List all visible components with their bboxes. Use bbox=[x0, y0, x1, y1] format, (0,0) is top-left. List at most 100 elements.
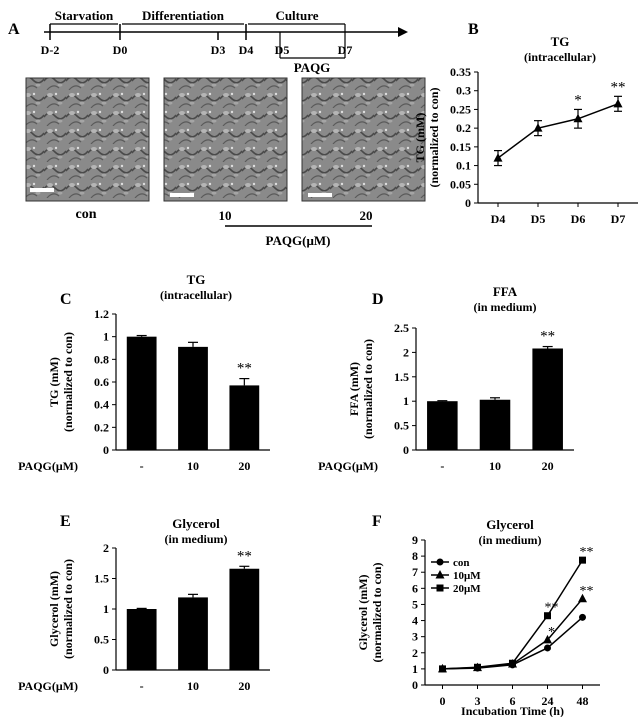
chart-f-legend-marker bbox=[435, 570, 445, 579]
chart-f-subtitle: (in medium) bbox=[479, 533, 542, 547]
chart-b-point bbox=[573, 113, 583, 123]
chart-f-y-tick-label: 0 bbox=[412, 678, 418, 692]
timeline-arrowhead bbox=[398, 27, 408, 37]
chart-f-y-tick-label: 2 bbox=[412, 646, 418, 660]
chart-b-y-tick-label: 0.2 bbox=[456, 121, 471, 135]
chart-f-y-tick-label: 1 bbox=[412, 662, 418, 676]
chart-f-x-tick-label: 48 bbox=[577, 694, 589, 708]
chart-e: Glycerol(in medium) 0 0.5 1 1.5 2 Glycerol (mM… bbox=[18, 516, 270, 693]
chart-f-x-label: Incubation Time (h) bbox=[461, 704, 564, 717]
chart-f-point bbox=[544, 612, 551, 620]
chart-f-y-tick-label: 5 bbox=[412, 597, 418, 611]
chart-f-point bbox=[474, 663, 481, 671]
chart-e-significance: ** bbox=[237, 548, 252, 564]
chart-f-y-tick-label: 8 bbox=[412, 549, 418, 563]
chart-d-bar bbox=[427, 401, 458, 450]
panel-letter-a: A bbox=[8, 21, 20, 38]
chart-f-significance: ** bbox=[580, 584, 594, 599]
chart-f-legend-label: 20μM bbox=[453, 583, 481, 595]
micrograph-paqg-10 bbox=[163, 77, 288, 202]
day-label-d4: D4 bbox=[239, 43, 254, 57]
chart-c-x-tick-label: - bbox=[140, 459, 144, 473]
chart-c-bar bbox=[229, 385, 260, 450]
chart-d-y-tick-label: 0.5 bbox=[394, 419, 409, 433]
chart-c-x-label: PAQG(μM) bbox=[18, 459, 78, 473]
chart-e-subtitle: (in medium) bbox=[165, 532, 228, 546]
phase-label-differentiation: Differentiation bbox=[142, 8, 225, 23]
chart-c-y-tick-label: 0 bbox=[103, 443, 109, 457]
chart-f-x-tick-label: 24 bbox=[542, 694, 554, 708]
panel-letter-f: F bbox=[372, 513, 382, 530]
chart-f-x-tick-label: 6 bbox=[510, 694, 516, 708]
chart-d-x-tick-label: 10 bbox=[489, 459, 501, 473]
chart-c-y-tick-label: 0.8 bbox=[94, 352, 109, 366]
chart-b-y-tick-label: 0 bbox=[465, 196, 471, 210]
chart-c-significance: ** bbox=[237, 361, 252, 377]
chart-d-x-tick-label: - bbox=[440, 459, 444, 473]
chart-e-y-tick-label: 1 bbox=[103, 602, 109, 616]
chart-c-y-tick-label: 1.2 bbox=[94, 307, 109, 321]
panel-letter-b: B bbox=[468, 21, 479, 38]
dose-label-low: 10 bbox=[219, 208, 232, 223]
dose-label-high: 20 bbox=[360, 208, 373, 223]
chart-b-subtitle: (intracellular) bbox=[524, 50, 596, 64]
chart-f-y-tick-label: 9 bbox=[412, 533, 418, 547]
chart-d-y-tick-label: 2.5 bbox=[394, 321, 409, 335]
chart-d-y-label-2: (normalized to con) bbox=[361, 339, 375, 439]
chart-f-significance: ** bbox=[545, 601, 559, 616]
chart-c: TG(intracellular) 0 0.2 0.4 0.6 0.8 1 1.2 TG (mM… bbox=[18, 272, 270, 473]
chart-e-bar bbox=[229, 568, 260, 670]
chart-b: TG(intracellular) 0 0.05 0.1 0.15 0.2 0.25 0.3 0… bbox=[413, 34, 638, 226]
chart-b-x-tick-label: D5 bbox=[531, 212, 546, 226]
chart-f-point bbox=[439, 665, 446, 673]
chart-d-subtitle: (in medium) bbox=[474, 300, 537, 314]
day-label-d0: D0 bbox=[113, 43, 128, 57]
chart-d-x-tick-label: 20 bbox=[542, 459, 554, 473]
chart-b-significance: * bbox=[574, 92, 582, 108]
chart-d-x-label: PAQG(μM) bbox=[318, 459, 378, 473]
chart-d-y-tick-label: 1.5 bbox=[394, 370, 409, 384]
chart-e-x-tick-label: - bbox=[140, 679, 144, 693]
chart-b-x-tick-label: D7 bbox=[611, 212, 626, 226]
dose-axis-label: PAQG(μM) bbox=[266, 233, 331, 248]
phase-label-culture: Culture bbox=[275, 8, 318, 23]
chart-d-y-tick-label: 2 bbox=[403, 345, 409, 359]
chart-e-y-tick-label: 0.5 bbox=[94, 633, 109, 647]
day-label-d5: D5 bbox=[275, 43, 290, 57]
chart-f-series-line-1 bbox=[442, 598, 584, 670]
chart-c-y-tick-label: 0.6 bbox=[94, 375, 109, 389]
chart-d-y-tick-label: 1 bbox=[403, 394, 409, 408]
chart-f: Glycerol(in medium) 0 1 2 3 4 5 6 7 8 9 Glycerol (m… bbox=[356, 517, 600, 717]
chart-f-point bbox=[509, 659, 516, 667]
chart-c-y-tick-label: 0.4 bbox=[94, 398, 109, 412]
chart-c-bar bbox=[178, 346, 208, 450]
chart-f-y-label: Glycerol (mM) bbox=[356, 574, 370, 650]
panel-letter-e: E bbox=[60, 513, 71, 530]
chart-f-legend-marker bbox=[436, 558, 444, 566]
chart-b-x-tick-label: D4 bbox=[491, 212, 506, 226]
chart-f-x-tick-label: 3 bbox=[475, 694, 481, 708]
chart-b-y-label: TG (mM) bbox=[413, 113, 427, 163]
chart-b-y-tick-label: 0.05 bbox=[450, 177, 471, 191]
chart-c-x-tick-label: 20 bbox=[238, 459, 250, 473]
chart-b-significance: ** bbox=[611, 79, 626, 95]
chart-b-point bbox=[613, 98, 623, 108]
treatment-label: PAQG bbox=[294, 60, 331, 75]
chart-f-y-tick-label: 3 bbox=[412, 630, 418, 644]
chart-c-bar bbox=[126, 336, 157, 450]
chart-b-y-label-2: (normalized to con) bbox=[427, 88, 441, 188]
chart-e-y-tick-label: 1.5 bbox=[94, 572, 109, 586]
panel-letter-d: D bbox=[372, 291, 384, 308]
phase-label-starvation: Starvation bbox=[55, 8, 114, 23]
panel-letter-c: C bbox=[60, 291, 72, 308]
chart-e-y-tick-label: 2 bbox=[103, 541, 109, 555]
chart-b-point bbox=[493, 153, 503, 162]
charts-layer: TG(intracellular)00.050.10.150.20.250.30… bbox=[18, 34, 638, 717]
chart-c-subtitle: (intracellular) bbox=[160, 288, 232, 302]
day-label-d7: D7 bbox=[338, 43, 353, 57]
chart-f-legend-label: 10μM bbox=[453, 570, 481, 582]
chart-f-y-label-2: (normalized to con) bbox=[370, 563, 384, 663]
chart-f-point bbox=[579, 613, 586, 621]
chart-f-x-tick-label: 0 bbox=[440, 694, 446, 708]
